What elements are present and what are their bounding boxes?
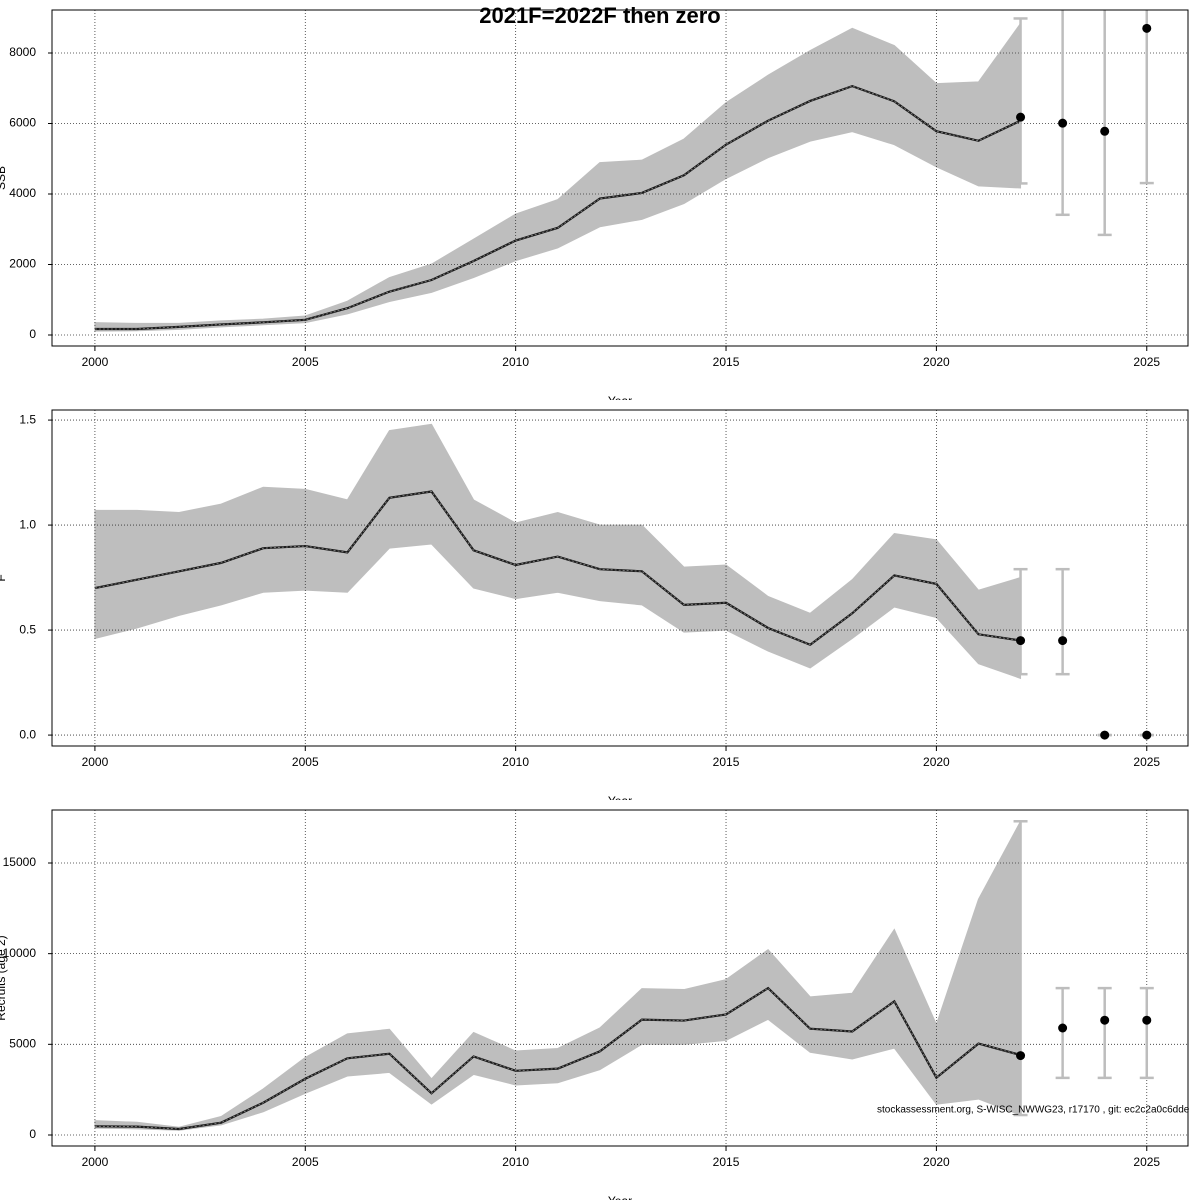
- projection-point: [1100, 1015, 1110, 1025]
- plot-area: [52, 410, 1188, 746]
- x-tick-label: 2025: [1133, 755, 1160, 769]
- x-tick-label: 2005: [292, 1155, 319, 1169]
- x-tick-label: 2010: [502, 355, 529, 369]
- y-axis-label: F: [0, 574, 8, 581]
- x-tick-label: 2005: [292, 355, 319, 369]
- x-axis-label: Year: [608, 1194, 632, 1200]
- y-tick-label: 0: [29, 327, 36, 341]
- x-tick-label: 2000: [82, 755, 109, 769]
- projection-point: [1142, 730, 1152, 740]
- x-tick-label: 2020: [923, 355, 950, 369]
- x-tick-label: 2020: [923, 755, 950, 769]
- y-tick-label: 8000: [9, 45, 36, 59]
- projection-point: [1016, 1051, 1026, 1061]
- x-tick-label: 2000: [82, 1155, 109, 1169]
- footnote: stockassessment.org, S-WISC_NWWG23, r171…: [877, 1105, 1190, 1116]
- plot-frame: [51, 409, 1189, 747]
- projection-point: [1016, 636, 1026, 646]
- plot-area: [52, 810, 1188, 1146]
- x-tick-label: 2005: [292, 755, 319, 769]
- y-tick-label: 2000: [9, 257, 36, 271]
- x-tick-label: 2020: [923, 1155, 950, 1169]
- x-tick-label: 2025: [1133, 1155, 1160, 1169]
- y-tick-label: 0: [29, 1127, 36, 1141]
- plot-frame: [51, 9, 1189, 347]
- projection-point: [1100, 730, 1110, 740]
- y-tick-label: 1.0: [19, 517, 36, 531]
- plot-area: [52, 10, 1188, 346]
- y-tick-label: 1.5: [19, 412, 36, 426]
- y-tick-label: 5000: [9, 1036, 36, 1050]
- y-tick-label: 10000: [3, 946, 37, 960]
- projection-point: [1016, 112, 1026, 122]
- projection-point: [1058, 118, 1068, 128]
- projection-point: [1142, 1015, 1152, 1025]
- projection-point: [1142, 23, 1152, 33]
- plot-frame: [51, 809, 1189, 1147]
- y-tick-label: 6000: [9, 116, 36, 130]
- chart-title: 2021F=2022F then zero: [479, 3, 721, 28]
- projection-point: [1058, 636, 1068, 646]
- x-tick-label: 2010: [502, 755, 529, 769]
- projection-point: [1058, 1023, 1068, 1033]
- projection-point: [1100, 126, 1110, 136]
- y-tick-label: 0.0: [19, 727, 36, 741]
- confidence-band: [94, 423, 1022, 680]
- estimate-line-dash: [94, 85, 1021, 330]
- y-tick-label: 0.5: [19, 622, 36, 636]
- panel: 2000 2005 2010 2015 2020 2025 0 2000 4000 6000 800…: [0, 0, 1200, 408]
- x-tick-label: 2000: [82, 355, 109, 369]
- y-axis-label: SSB: [0, 166, 8, 190]
- x-tick-label: 2010: [502, 1155, 529, 1169]
- estimate-line-dash: [94, 987, 1021, 1130]
- panel: 2000 2005 2010 2015 2020 2025 0 5000 10000 15000 Y…: [0, 800, 1200, 1200]
- y-tick-label: 4000: [9, 186, 36, 200]
- x-tick-label: 2025: [1133, 355, 1160, 369]
- y-axis-label: Recruits (age 2): [0, 935, 8, 1020]
- y-tick-label: 15000: [3, 855, 37, 869]
- confidence-band: [94, 21, 1022, 332]
- x-tick-label: 2015: [713, 1155, 740, 1169]
- panel: 2000200520102015202020250.00.51.01.5Year…: [0, 400, 1200, 808]
- x-tick-label: 2015: [713, 355, 740, 369]
- estimate-line-dash: [94, 491, 1021, 646]
- x-tick-label: 2015: [713, 755, 740, 769]
